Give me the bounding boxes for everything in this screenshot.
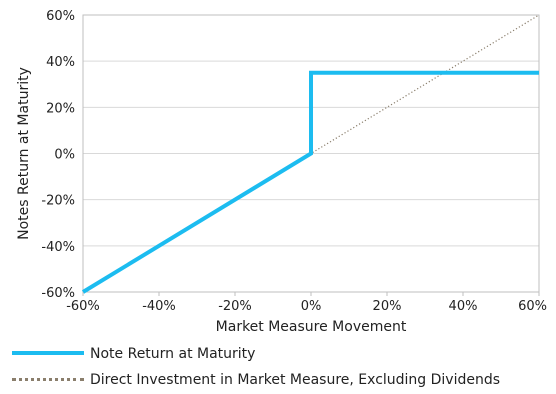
x-tick-label: 20% bbox=[373, 299, 402, 314]
legend-swatch-dotted-line bbox=[12, 378, 84, 381]
x-tick-label: 40% bbox=[449, 299, 478, 314]
legend-item-note-return: Note Return at Maturity bbox=[0, 344, 556, 364]
y-tick-label: -60% bbox=[41, 286, 75, 301]
x-tick-label: 60% bbox=[518, 299, 547, 314]
legend-label: Direct Investment in Market Measure, Exc… bbox=[90, 372, 501, 388]
y-axis-ticks: -60% -40% -20% 0% 20% 40% 60% bbox=[41, 9, 75, 301]
y-tick-label: 0% bbox=[54, 148, 75, 163]
legend-label: Note Return at Maturity bbox=[90, 346, 256, 362]
y-tick-label: 20% bbox=[46, 101, 75, 116]
x-tick-label: 0% bbox=[301, 299, 322, 314]
x-axis-title: Market Measure Movement bbox=[216, 319, 407, 335]
y-tick-label: -20% bbox=[41, 194, 75, 209]
y-axis-title: Notes Return at Maturity bbox=[16, 67, 32, 240]
y-tick-label: -40% bbox=[41, 240, 75, 255]
series-line-note-return bbox=[81, 70, 539, 294]
legend-swatch-solid-line bbox=[12, 351, 84, 355]
legend-item-direct-investment: Direct Investment in Market Measure, Exc… bbox=[0, 370, 556, 390]
series-layer bbox=[81, 14, 540, 294]
y-tick-label: 40% bbox=[46, 55, 75, 70]
x-tick-label: -40% bbox=[142, 299, 176, 314]
x-tick-label: -60% bbox=[66, 299, 100, 314]
x-axis-ticks: -60% -40% -20% 0% 20% 40% 60% bbox=[66, 292, 547, 314]
y-tick-label: 60% bbox=[46, 9, 75, 24]
x-tick-label: -20% bbox=[218, 299, 252, 314]
chart: -60% -40% -20% 0% 20% 40% 60% -60% -40% -20% 0% 20… bbox=[16, 9, 547, 335]
